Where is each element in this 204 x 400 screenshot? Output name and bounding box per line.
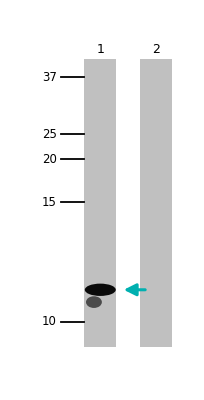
Text: 2: 2: [151, 43, 159, 56]
Bar: [84, 59, 116, 347]
Bar: [139, 59, 171, 347]
Text: 10: 10: [42, 315, 56, 328]
Text: 15: 15: [42, 196, 56, 208]
Text: 1: 1: [96, 43, 104, 56]
Ellipse shape: [86, 296, 101, 308]
Ellipse shape: [84, 284, 115, 296]
Text: 25: 25: [42, 128, 56, 141]
Text: 37: 37: [42, 71, 56, 84]
Text: 20: 20: [42, 153, 56, 166]
